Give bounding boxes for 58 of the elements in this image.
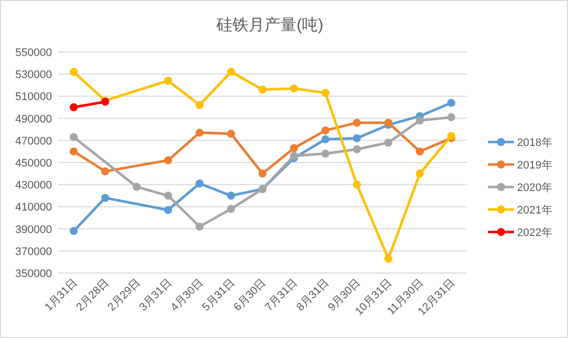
y-tick-label: 470000 — [15, 135, 52, 148]
point — [196, 179, 204, 188]
point — [352, 180, 361, 189]
point — [70, 227, 78, 236]
point — [447, 113, 456, 122]
point — [196, 128, 204, 137]
point — [416, 147, 424, 156]
legend-label: 2020年 — [517, 182, 552, 194]
point — [164, 156, 172, 164]
point — [132, 182, 141, 191]
point — [70, 147, 78, 156]
legend-label: 2021年 — [517, 204, 552, 216]
point — [321, 135, 330, 144]
y-tick-label: 350000 — [15, 268, 52, 280]
y-tick-label: 530000 — [15, 69, 52, 82]
point — [70, 133, 78, 142]
point — [447, 132, 456, 140]
point — [352, 118, 361, 127]
point — [258, 86, 266, 94]
legend-label: 2022年 — [517, 227, 552, 239]
point — [321, 88, 330, 97]
y-tick-label: 550000 — [15, 47, 52, 59]
point — [384, 138, 392, 147]
point — [321, 126, 330, 134]
point — [290, 144, 298, 152]
point — [101, 167, 110, 176]
point — [352, 145, 361, 154]
point — [70, 68, 78, 76]
y-tick-label: 430000 — [15, 180, 52, 192]
point — [227, 204, 236, 213]
point — [227, 130, 236, 138]
point — [227, 192, 236, 200]
point — [164, 206, 172, 214]
point — [227, 68, 236, 76]
y-tick-label: 390000 — [15, 224, 52, 236]
point — [164, 192, 172, 200]
point — [416, 116, 424, 125]
y-tick-label: 410000 — [15, 202, 52, 214]
point — [196, 101, 204, 110]
point — [164, 76, 172, 85]
point — [70, 103, 78, 112]
point — [290, 84, 298, 92]
legend-label: 2019年 — [517, 160, 552, 172]
point — [196, 222, 204, 231]
point — [290, 152, 298, 160]
y-tick-label: 370000 — [15, 246, 52, 258]
y-tick-label: 450000 — [15, 158, 52, 170]
legend-label: 2018年 — [517, 137, 552, 149]
point — [447, 98, 456, 107]
point — [384, 254, 392, 263]
y-tick-label: 510000 — [15, 91, 52, 104]
point — [101, 194, 110, 202]
y-tick-label: 490000 — [15, 113, 52, 126]
point — [258, 170, 266, 178]
point — [352, 134, 361, 142]
chart-title: 硅铁月产量(吨) — [216, 16, 324, 34]
point — [416, 170, 424, 178]
point — [321, 150, 330, 158]
